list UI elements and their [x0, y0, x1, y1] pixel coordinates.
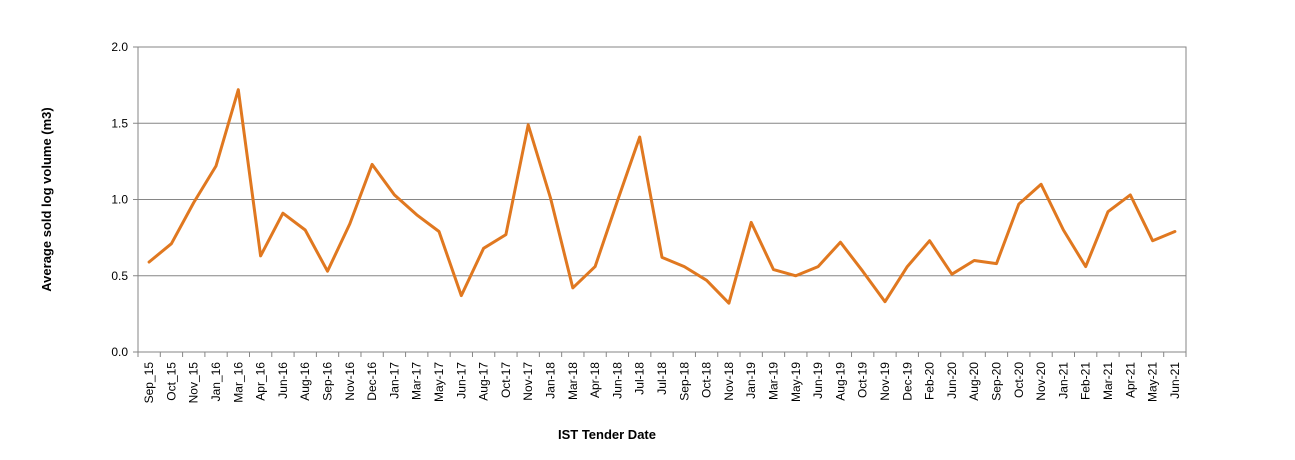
- x-tick-label: Jun-19: [811, 362, 825, 399]
- x-tick-label: Mar_16: [231, 362, 245, 403]
- x-tick-label: Nov-20: [1034, 362, 1048, 401]
- x-tick-label: Aug-20: [967, 362, 981, 401]
- gridlines: [138, 122, 1186, 277]
- x-tick-label: Apr-21: [1123, 362, 1137, 398]
- x-tick-label: Dec-19: [900, 362, 914, 401]
- x-tick-label: Jan-17: [387, 362, 401, 399]
- x-tick-label: Jun-16: [276, 362, 290, 399]
- x-tick-label: Feb-20: [923, 362, 937, 400]
- x-axis-title: IST Tender Date: [558, 427, 656, 442]
- x-tick-label: Sep_15: [142, 362, 156, 404]
- x-tick-label: Apr-18: [588, 362, 602, 398]
- x-tick-label: Mar-21: [1101, 362, 1115, 400]
- x-tick-label: Jun-20: [945, 362, 959, 399]
- x-tick-label: Nov-19: [878, 362, 892, 401]
- x-tick-label: Oct-18: [700, 362, 714, 398]
- x-tick-label: Feb-21: [1079, 362, 1093, 400]
- y-tick-label: 1.5: [111, 116, 128, 130]
- x-tick-label: Oct-19: [856, 362, 870, 398]
- y-tick-label: 2.0: [111, 40, 128, 54]
- x-tick-label: Jan-18: [544, 362, 558, 399]
- plot-area-frame: [137, 46, 1187, 353]
- x-tick-label: Apr_16: [254, 362, 268, 401]
- x-tick-label: Oct-17: [499, 362, 513, 398]
- x-tick-label: May-19: [789, 362, 803, 402]
- x-tick-label: Nov_15: [187, 362, 201, 404]
- y-tick-label: 0.5: [111, 269, 128, 283]
- x-tick-label: Nov-18: [722, 362, 736, 401]
- series-line: [147, 88, 1177, 305]
- x-tick-label: Mar-17: [410, 362, 424, 400]
- y-axis-ticks: 0.0 0.5 1.0 1.5 2.0: [111, 40, 138, 359]
- x-tick-label: Aug-17: [477, 362, 491, 401]
- x-tick-label: Jan-21: [1056, 362, 1070, 399]
- x-tick-label: May-17: [432, 362, 446, 402]
- x-tick-label: May-21: [1146, 362, 1160, 402]
- x-tick-label: Sep-18: [677, 362, 691, 401]
- y-tick-label: 0.0: [111, 345, 128, 359]
- x-tick-label: Mar-18: [566, 362, 580, 400]
- x-tick-label: Jun-17: [454, 362, 468, 399]
- x-tick-label: Jun-21: [1168, 362, 1182, 399]
- x-tick-label: Dec-16: [365, 362, 379, 401]
- y-tick-label: 1.0: [111, 193, 128, 207]
- x-tick-label: Oct_15: [164, 362, 178, 401]
- x-tick-label: Sep-20: [989, 362, 1003, 401]
- x-tick-label: Jun-18: [610, 362, 624, 399]
- x-tick-label: Aug-16: [298, 362, 312, 401]
- x-tick-label: Jan-19: [744, 362, 758, 399]
- x-tick-label: Jul-18: [633, 362, 647, 395]
- x-tick-label: Nov-16: [343, 362, 357, 401]
- x-tick-label: Aug-19: [833, 362, 847, 401]
- y-axis-title: Average sold log volume (m3): [39, 107, 54, 291]
- x-tick-label: Jan_16: [209, 362, 223, 402]
- x-axis-ticks: Sep_15 Oct_15 Nov_15 Jan_16 Mar_16 Apr_16 Jun-…: [137, 352, 1187, 404]
- x-tick-label: Oct-20: [1012, 362, 1026, 398]
- x-tick-label: Jul-18: [655, 362, 669, 395]
- x-tick-label: Nov-17: [521, 362, 535, 401]
- x-tick-label: Mar-19: [766, 362, 780, 400]
- x-tick-label: Sep-16: [321, 362, 335, 401]
